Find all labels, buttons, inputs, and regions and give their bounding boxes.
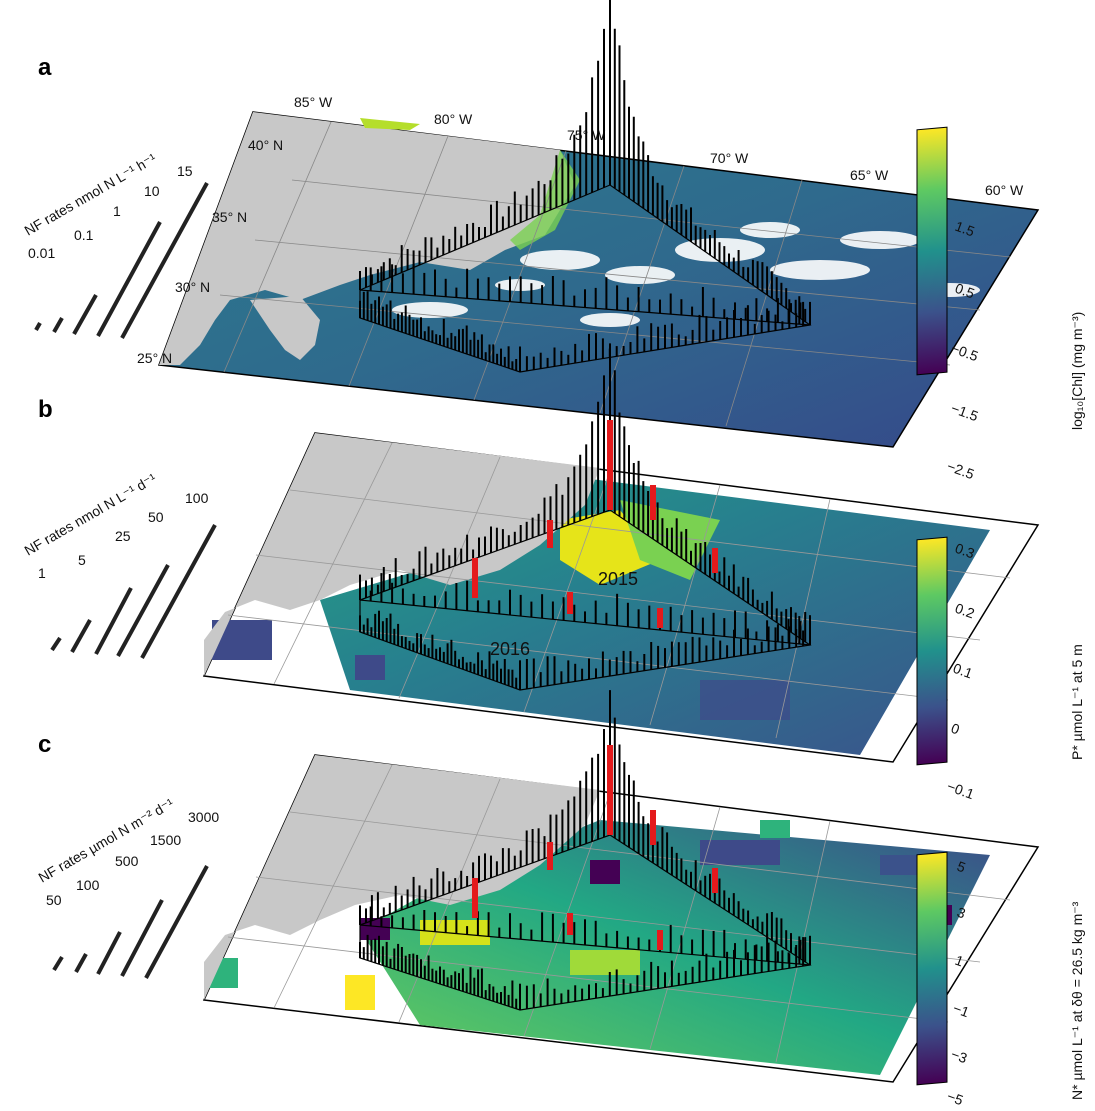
panel-letter-a: a: [38, 54, 52, 81]
cbar-b-tick-4: 0: [949, 720, 962, 738]
nf-bars-b: [359, 343, 811, 690]
colorbar-label-a: log₁₀[Chl] (mg m⁻³): [1069, 312, 1085, 430]
colorbar-ticks-c: 5 3 1 −1 −3 −5: [945, 858, 972, 1109]
cbar-a-tick-4: −1.5: [949, 400, 981, 425]
panel-a: a: [22, 0, 1085, 483]
colorbar-b: [916, 536, 948, 766]
measured-rate-bar: [712, 548, 718, 573]
legend-value-c-1: 50: [46, 892, 62, 908]
legend-values-a: 0.01 0.1 1 10 15: [28, 163, 193, 261]
nstar-field-c: [360, 820, 990, 1075]
legend-value-b-1: 1: [38, 565, 46, 581]
year-label-2015: 2015: [598, 569, 638, 589]
cbar-b-tick-5: −0.1: [945, 778, 977, 803]
measured-rate-bar: [547, 520, 553, 548]
measured-rate-bar: [547, 842, 553, 870]
panel-c: c NF rates µmo: [36, 690, 1085, 1109]
lat-label-40n: 40° N: [248, 137, 283, 153]
nf-bars-c: [359, 690, 811, 1010]
lon-label-65w: 65° W: [850, 167, 889, 183]
legend-values-c: 50 100 500 1500 3000: [46, 809, 219, 908]
lat-labels-a: 40° N 35° N 30° N 25° N: [137, 137, 283, 366]
cbar-a-tick-5: −2.5: [945, 458, 977, 483]
year-label-2016: 2016: [490, 639, 530, 659]
cbar-a-tick-1: 1.5: [953, 218, 977, 240]
lon-label-85w: 85° W: [294, 94, 333, 110]
cbar-b-tick-3: 0.1: [951, 660, 975, 682]
lat-label-35n: 35° N: [212, 209, 247, 225]
colorbar-label-b: P* µmol L⁻¹ at 5 m: [1069, 644, 1085, 760]
measured-rate-bar: [607, 420, 613, 510]
measured-rate-bar: [567, 913, 573, 935]
legend-value-c-4: 1500: [150, 832, 181, 848]
measured-rate-bar: [657, 930, 663, 950]
coastal-chl-a2: [360, 118, 420, 130]
lon-label-70w: 70° W: [710, 150, 749, 166]
colorbar-label-c: N* µmol L⁻¹ at δθ = 26.5 kg m⁻³: [1069, 901, 1085, 1100]
legend-value-a-3: 1: [113, 203, 121, 219]
legend-bars-b: [50, 524, 217, 659]
measured-rate-bar: [607, 745, 613, 835]
legend-value-c-2: 100: [76, 877, 100, 893]
legend-bars-a: [34, 182, 209, 339]
land-mass-b: [204, 433, 600, 676]
lon-label-80w: 80° W: [434, 111, 473, 127]
legend-values-b: 1 5 25 50 100: [38, 490, 209, 581]
panel-letter-c: c: [38, 731, 51, 758]
legend-value-b-3: 25: [115, 528, 131, 544]
colorbar-a: [916, 126, 948, 376]
pstar-low-patches-b: [212, 620, 790, 720]
measured-rate-bar: [712, 868, 718, 893]
legend-value-b-2: 5: [78, 552, 86, 568]
colorbar-c: [916, 851, 948, 1086]
cloud-patches-a: [392, 222, 980, 327]
cbar-c-tick-5: −3: [949, 1046, 970, 1067]
red-bars-b: [472, 420, 718, 628]
lat-label-25n: 25° N: [137, 350, 172, 366]
measured-rate-bar: [567, 592, 573, 614]
nf-bars-a: [359, 0, 811, 372]
measured-rate-bar: [657, 608, 663, 628]
legend-value-a-2: 0.1: [74, 227, 94, 243]
legend-value-c-3: 500: [115, 853, 139, 869]
legend-value-b-5: 100: [185, 490, 209, 506]
legend-title-a: NF rates nmol N L⁻¹ h⁻¹: [22, 150, 160, 239]
legend-bars-c: [52, 865, 209, 979]
lon-label-60w: 60° W: [985, 182, 1024, 198]
measured-rate-bar: [472, 878, 478, 918]
measured-rate-bar: [650, 485, 656, 520]
panel-b: b 2015 2016 NF rates nmol N L⁻¹ d⁻¹: [22, 343, 1085, 803]
cbar-b-tick-1: 0.3: [953, 540, 977, 562]
panel-letter-b: b: [38, 396, 53, 423]
lat-label-30n: 30° N: [175, 279, 210, 295]
red-bars-c: [472, 745, 718, 950]
legend-value-c-5: 3000: [188, 809, 219, 825]
legend-title-b: NF rates nmol N L⁻¹ d⁻¹: [22, 470, 160, 559]
cbar-a-tick-2: 0.5: [953, 280, 977, 302]
cbar-a-tick-3: −0.5: [949, 340, 981, 365]
land-mass-c: [204, 755, 600, 1000]
lon-labels-a: 85° W 80° W 75° W 70° W 65° W 60° W: [294, 94, 1024, 198]
legend-value-a-1: 0.01: [28, 245, 55, 261]
cbar-c-tick-6: −5: [945, 1088, 966, 1109]
legend-value-a-4: 10: [144, 183, 160, 199]
legend-value-b-4: 50: [148, 509, 164, 525]
florida-a: [250, 296, 320, 360]
measured-rate-bar: [650, 810, 656, 845]
legend-value-a-5: 15: [177, 163, 193, 179]
cbar-c-tick-4: −1: [951, 1000, 972, 1021]
land-mass-a: [159, 112, 575, 365]
measured-rate-bar: [472, 558, 478, 598]
cbar-b-tick-2: 0.2: [953, 600, 977, 622]
nstar-patches-c: [208, 820, 952, 1010]
